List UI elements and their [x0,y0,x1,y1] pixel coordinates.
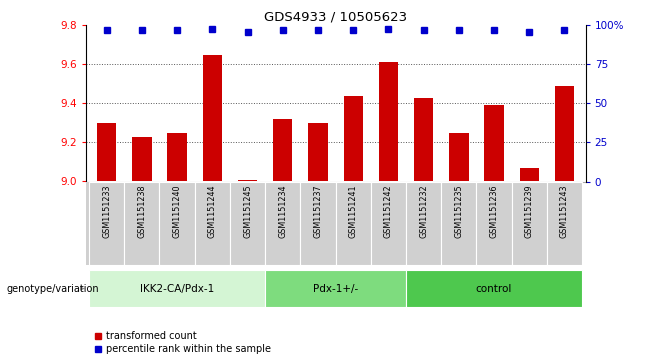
Bar [476,182,512,265]
Text: GSM1151240: GSM1151240 [172,185,182,238]
Bar [89,182,124,265]
Bar [379,62,398,182]
Bar [406,182,442,265]
Text: GSM1151243: GSM1151243 [560,185,569,238]
Bar [203,55,222,182]
Text: GSM1151245: GSM1151245 [243,185,252,238]
Legend: transformed count, percentile rank within the sample: transformed count, percentile rank withi… [90,327,275,358]
Bar [273,119,292,182]
Bar [371,182,406,265]
Bar [343,95,363,182]
Bar [230,182,265,265]
Text: GDS4933 / 10505623: GDS4933 / 10505623 [264,11,407,24]
Text: GSM1151242: GSM1151242 [384,185,393,238]
Bar [265,182,300,265]
Bar [442,182,476,265]
Text: IKK2-CA/Pdx-1: IKK2-CA/Pdx-1 [140,284,215,294]
Text: GSM1151241: GSM1151241 [349,185,358,238]
Bar [124,182,159,265]
Bar [132,136,151,182]
Bar [89,270,265,307]
Text: GSM1151239: GSM1151239 [525,185,534,238]
Bar [159,182,195,265]
Text: GSM1151234: GSM1151234 [278,185,288,238]
Bar [406,270,582,307]
Text: control: control [476,284,512,294]
Text: GSM1151233: GSM1151233 [102,185,111,238]
Bar [555,86,574,182]
Text: GSM1151244: GSM1151244 [208,185,217,238]
Bar [484,105,504,182]
Text: GSM1151238: GSM1151238 [138,185,146,238]
Bar [195,182,230,265]
Bar [309,123,328,182]
Bar [265,270,406,307]
Bar [547,182,582,265]
Text: genotype/variation: genotype/variation [7,284,99,294]
Bar [449,133,468,182]
Bar [414,98,434,182]
Bar [512,182,547,265]
Text: GSM1151236: GSM1151236 [490,185,499,238]
Bar [520,168,539,182]
Text: GSM1151235: GSM1151235 [454,185,463,238]
Text: GSM1151237: GSM1151237 [313,185,322,238]
Bar [300,182,336,265]
Bar [97,123,116,182]
Text: GSM1151232: GSM1151232 [419,185,428,238]
Bar [238,180,257,182]
Text: Pdx-1+/-: Pdx-1+/- [313,284,358,294]
Bar [336,182,371,265]
Bar [167,133,187,182]
